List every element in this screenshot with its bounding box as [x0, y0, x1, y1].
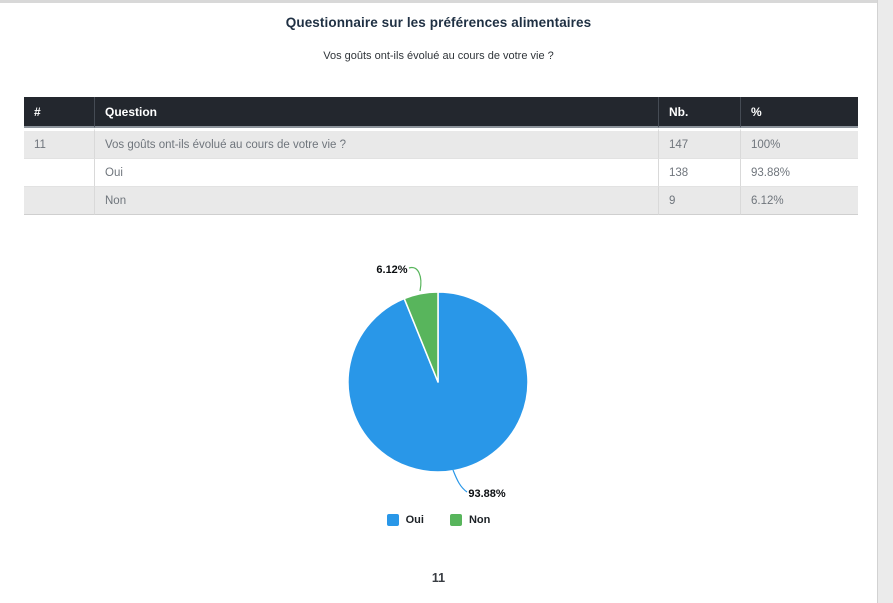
- leader-line-non: [408, 266, 422, 292]
- cell-nb: 138: [658, 158, 740, 186]
- cell-num: [24, 186, 94, 215]
- table-header-row: # Question Nb. %: [24, 97, 858, 128]
- legend-label-oui: Oui: [405, 514, 424, 526]
- cell-pct: 93.88%: [740, 158, 858, 186]
- cell-nb: 9: [658, 186, 740, 215]
- page-right-gutter: [877, 0, 893, 603]
- question-subtitle: Vos goûts ont-ils évolué au cours de vot…: [323, 50, 554, 62]
- legend-swatch-oui: [386, 514, 399, 526]
- leader-line-oui: [452, 469, 468, 493]
- legend-swatch-non: [449, 514, 462, 526]
- header-num: #: [24, 97, 94, 128]
- cell-question: Vos goûts ont-ils évolué au cours de vot…: [94, 128, 658, 158]
- results-table: # Question Nb. % 11 Vos goûts ont-ils év…: [24, 97, 858, 215]
- cell-num: 11: [24, 128, 94, 158]
- page-number: 11: [431, 571, 446, 585]
- cell-question: Non: [94, 186, 658, 215]
- header-nb: Nb.: [658, 97, 740, 128]
- header-pct: %: [740, 97, 858, 128]
- cell-num: [24, 158, 94, 186]
- table-row: 11 Vos goûts ont-ils évolué au cours de …: [24, 128, 858, 158]
- pie-slice-non: [403, 291, 439, 383]
- page-top-border: [0, 0, 893, 3]
- pie-label-oui: 93.88%: [468, 488, 506, 500]
- table-row: Oui 138 93.88%: [24, 158, 858, 186]
- header-question: Question: [94, 97, 658, 128]
- cell-pct: 100%: [740, 128, 858, 158]
- pie-label-non: 6.12%: [376, 264, 407, 276]
- table-row: Non 9 6.12%: [24, 186, 858, 215]
- cell-pct: 6.12%: [740, 186, 858, 215]
- pie-slices: [347, 291, 529, 473]
- cell-nb: 147: [658, 128, 740, 158]
- legend-label-non: Non: [468, 514, 491, 526]
- legend-item-oui: Oui: [386, 514, 424, 526]
- cell-question: Oui: [94, 158, 658, 186]
- chart-legend: Oui Non: [0, 514, 877, 526]
- legend-item-non: Non: [449, 514, 491, 526]
- page-title: Questionnaire sur les préférences alimen…: [285, 15, 592, 30]
- pie-chart: 6.12% 93.88%: [288, 256, 588, 506]
